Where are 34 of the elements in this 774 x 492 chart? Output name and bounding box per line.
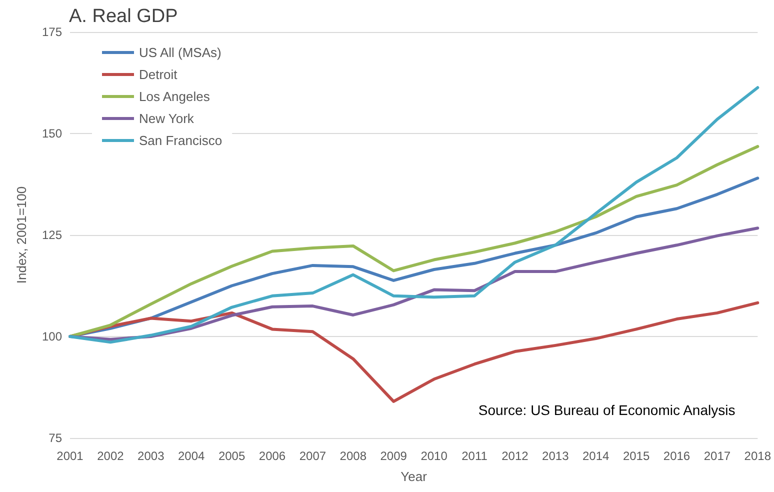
x-tick-label: 2013	[542, 449, 570, 463]
x-tick-label: 2007	[299, 449, 326, 463]
x-tick-label: 2009	[380, 449, 408, 463]
legend-label: Los Angeles	[139, 89, 210, 104]
x-tick-label: 2014	[582, 449, 610, 463]
line-series	[68, 86, 760, 344]
x-tick-label: 2018	[744, 449, 772, 463]
legend-label: Detroit	[139, 67, 178, 82]
x-tick-label: 2004	[178, 449, 206, 463]
x-tick-label: 2006	[258, 449, 286, 463]
x-tick-label: 2002	[97, 449, 124, 463]
legend-label: New York	[139, 111, 194, 126]
y-tick-label: 125	[42, 228, 62, 242]
x-tick-label: 2010	[420, 449, 448, 463]
y-tick-label: 100	[42, 330, 62, 344]
x-tick-label: 2012	[502, 449, 529, 463]
x-tick-label: 2008	[340, 449, 367, 463]
y-axis-title: Index, 2001=100	[14, 186, 29, 284]
annotation: Source: US Bureau of Economic Analysis	[478, 402, 736, 418]
x-tick-label: 2017	[704, 449, 731, 463]
x-tick-label: 2001	[56, 449, 84, 463]
y-tick-label: 175	[42, 25, 62, 39]
x-tick-label: 2003	[138, 449, 165, 463]
line-series	[68, 144, 760, 338]
legend-label: San Francisco	[139, 133, 222, 148]
x-tick-label: 2011	[462, 449, 488, 463]
x-tick-label: 2015	[622, 449, 650, 463]
y-tick-label: 75	[48, 431, 62, 445]
x-tick-label: 2005	[218, 449, 246, 463]
x-tick-label: 2016	[663, 449, 690, 463]
x-axis-title: Year	[400, 469, 428, 484]
y-tick-label: 150	[42, 126, 62, 140]
legend-label: US All (MSAs)	[139, 45, 222, 60]
chart-title: A. Real GDP	[69, 6, 178, 27]
